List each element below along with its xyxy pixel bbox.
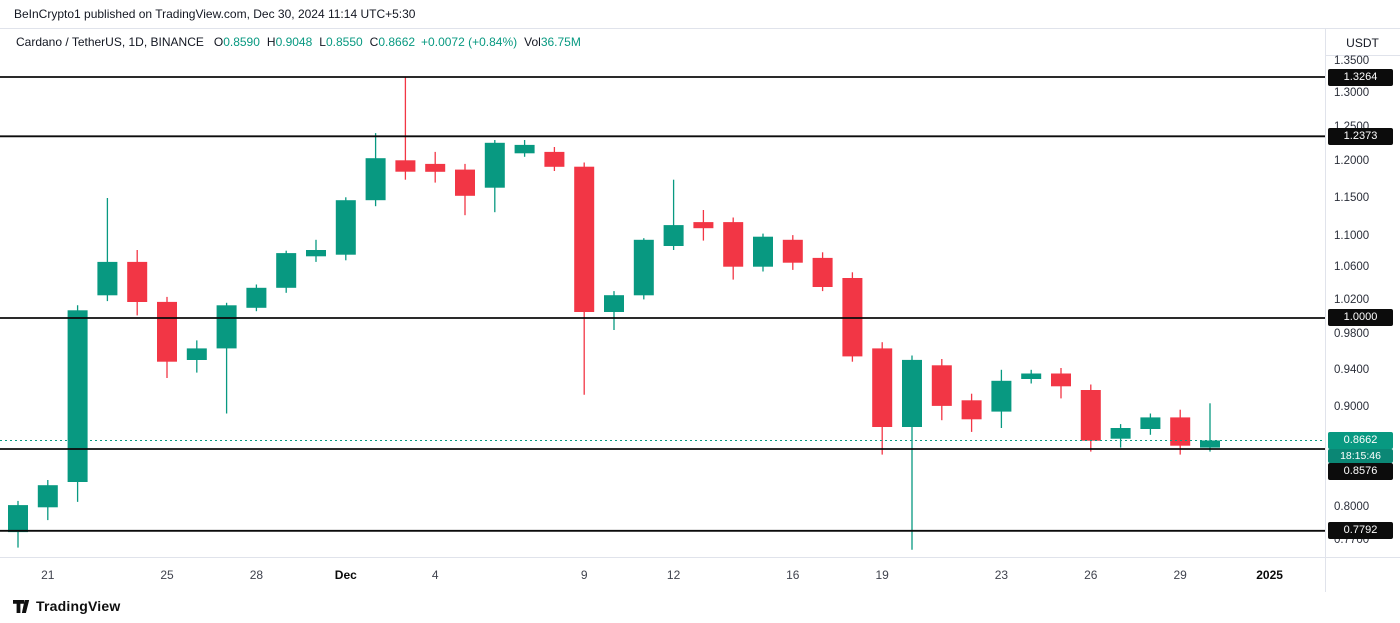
header-divider — [0, 28, 1400, 29]
time-tick-label: 2025 — [1256, 568, 1283, 582]
time-tick-label: 23 — [994, 568, 1009, 582]
price-level-badge: 1.3264 — [1328, 68, 1393, 86]
attribution-text: BeInCrypto1 published on TradingView.com… — [14, 7, 416, 21]
time-tick-label: 16 — [786, 568, 800, 582]
price-tick-label: 1.0600 — [1334, 261, 1370, 274]
time-tick-label: Dec — [334, 568, 357, 582]
time-tick-label: 28 — [249, 568, 264, 582]
tradingview-logo-text: TradingView — [36, 598, 121, 614]
low-label: L — [319, 35, 326, 49]
price-tick-label: 1.3500 — [1334, 54, 1370, 67]
price-tick-label: 0.9800 — [1334, 328, 1370, 341]
time-tick-label: 25 — [160, 568, 174, 582]
price-tick-label: 1.0200 — [1334, 294, 1370, 307]
close-label: C — [369, 35, 379, 49]
time-axis[interactable]: 21 25 28 Dec 4 9 12 16 19 23 26 29 2025 — [0, 557, 1325, 593]
candle-countdown-badge: 18:15:46 — [1328, 448, 1393, 463]
price-tick-label: 1.3000 — [1334, 87, 1370, 100]
high-label: H — [266, 35, 276, 49]
price-tick-label: 1.1500 — [1334, 191, 1370, 204]
time-tick-label: 29 — [1173, 568, 1187, 582]
symbol-legend[interactable]: Cardano / TetherUS, 1D, BINANCE O0.8590 H0… — [16, 35, 581, 49]
price-level-badge: 0.8576 — [1328, 463, 1393, 481]
open-label: O — [213, 35, 224, 49]
time-tick-label: 19 — [875, 568, 889, 582]
time-tick-label: 12 — [666, 568, 681, 582]
price-level-badge: 1.0000 — [1328, 309, 1393, 327]
price-level-badge: 1.2373 — [1328, 127, 1393, 145]
price-tick-label: 0.8000 — [1334, 501, 1370, 514]
price-axis[interactable]: USDT 1.3500 1.3000 1.2500 1.2000 1.1500 1.100… — [1325, 0, 1400, 623]
tradingview-logo[interactable]: TradingView — [13, 598, 120, 614]
symbol-title: Cardano / TetherUS, 1D, BINANCE — [16, 35, 204, 49]
price-tick-label: 1.2000 — [1334, 155, 1370, 168]
close-value: 0.8662 — [378, 35, 416, 49]
change-value: +0.0072 (+0.84%) — [421, 35, 518, 49]
time-tick-label: 9 — [580, 568, 588, 582]
axis-currency-divider — [1325, 55, 1400, 56]
low-value: 0.8550 — [325, 35, 363, 49]
time-axis-divider — [0, 557, 1400, 558]
price-axis-divider — [1325, 28, 1326, 592]
time-tick-label: 4 — [431, 568, 439, 582]
price-tick-label: 0.9000 — [1334, 400, 1370, 413]
time-tick-label: 26 — [1084, 568, 1098, 582]
open-value: 0.8590 — [223, 35, 260, 49]
time-tick-label: 21 — [41, 568, 55, 582]
axis-currency-label: USDT — [1346, 36, 1379, 50]
tradingview-logo-icon — [13, 599, 30, 613]
price-tick-label: 0.9400 — [1334, 363, 1370, 376]
high-value: 0.9048 — [275, 35, 313, 49]
price-level-badge: 0.7792 — [1328, 522, 1393, 540]
volume-value: 36.75M — [540, 35, 581, 49]
current-price-badge: 0.8662 — [1328, 431, 1393, 449]
volume-label: Vol — [524, 35, 541, 49]
price-tick-label: 1.1000 — [1334, 229, 1370, 242]
